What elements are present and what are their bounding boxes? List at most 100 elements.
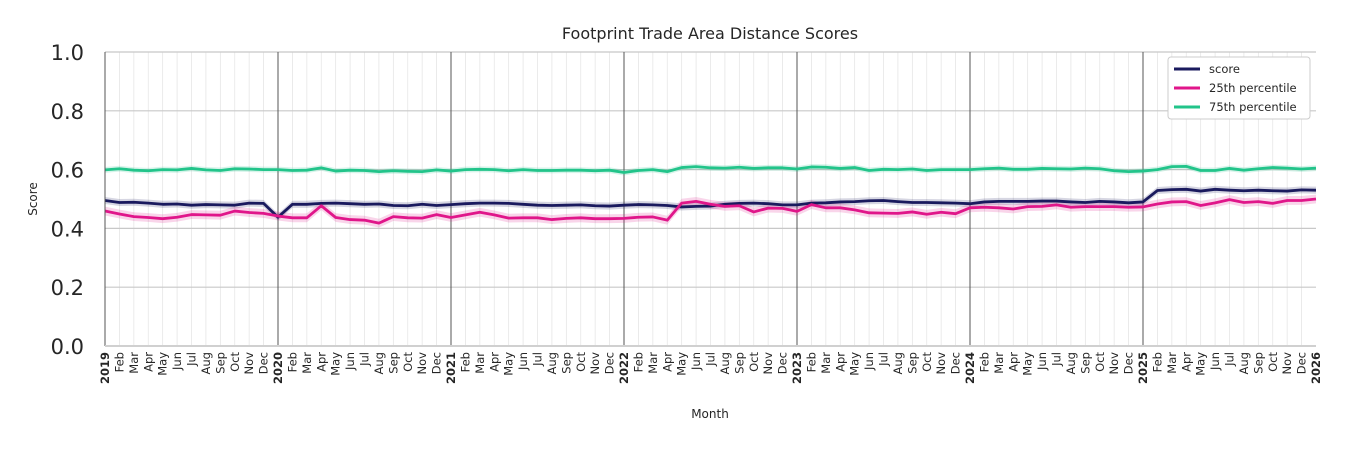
x-tick-month-label: Dec <box>257 352 271 374</box>
x-tick-month-label: Oct <box>574 352 588 372</box>
x-tick-month-label: Apr <box>314 352 328 372</box>
x-tick-month-label: Jul <box>531 352 545 367</box>
x-tick-month-label: Nov <box>934 352 948 375</box>
x-tick-month-label: Dec <box>776 352 790 374</box>
x-tick-month-label: Jun <box>689 352 703 371</box>
x-tick-month-label: Oct <box>228 352 242 372</box>
x-tick-month-label: Aug <box>1237 352 1251 374</box>
x-tick-month-label: Nov <box>242 352 256 375</box>
x-tick-month-label: Jul <box>704 352 718 367</box>
x-tick-month-label: Jul <box>358 352 372 367</box>
x-tick-month-label: Mar <box>819 352 833 374</box>
chart-title: Footprint Trade Area Distance Scores <box>562 24 858 43</box>
x-tick-month-label: Aug <box>372 352 386 374</box>
x-tick-month-label: Dec <box>1122 352 1136 374</box>
x-tick-month-label: May <box>675 352 689 376</box>
x-tick-month-label: Mar <box>300 352 314 374</box>
x-tick-month-label: May <box>502 352 516 376</box>
y-tick-label: 0.8 <box>51 100 84 124</box>
x-tick-month-label: Sep <box>213 352 227 374</box>
x-tick-year-label: 2026 <box>1309 352 1323 384</box>
year-gridlines <box>277 52 1144 346</box>
x-tick-year-label: 2025 <box>1136 352 1150 384</box>
x-tick-month-label: Oct <box>747 352 761 372</box>
x-tick-month-label: Mar <box>1165 352 1179 374</box>
series-lines <box>104 164 1317 225</box>
x-tick-year-label: 2023 <box>790 352 804 384</box>
y-tick-label: 0.0 <box>51 335 84 359</box>
ci-band <box>105 194 1316 228</box>
x-tick-month-label: Oct <box>1093 352 1107 372</box>
x-tick-month-label: Oct <box>920 352 934 372</box>
y-tick-label: 0.6 <box>51 159 84 183</box>
x-tick-month-label: Jul <box>1223 352 1237 367</box>
x-tick-month-label: Mar <box>646 352 660 374</box>
x-tick-month-label: May <box>1021 352 1035 376</box>
x-tick-month-label: Aug <box>891 352 905 374</box>
x-tick-month-label: Jun <box>862 352 876 371</box>
legend-label: score <box>1209 62 1240 76</box>
x-tick-month-label: Nov <box>1107 352 1121 375</box>
series-line <box>104 187 1317 219</box>
x-tick-month-label: Feb <box>631 352 645 372</box>
x-tick-month-label: Feb <box>458 352 472 372</box>
x-tick-month-label: Feb <box>1150 352 1164 372</box>
x-tick-month-label: Nov <box>761 352 775 375</box>
x-tick-month-label: May <box>156 352 170 376</box>
x-tick-month-label: Apr <box>833 352 847 372</box>
x-tick-month-label: Feb <box>977 352 991 372</box>
x-tick-month-label: Dec <box>949 352 963 374</box>
y-tick-label: 1.0 <box>51 41 84 65</box>
x-tick-month-label: Apr <box>660 352 674 372</box>
x-tick-month-label: Oct <box>401 352 415 372</box>
x-tick-month-label: Jun <box>1035 352 1049 371</box>
y-tick-label: 0.4 <box>51 217 84 241</box>
x-tick-month-label: Apr <box>1006 352 1020 372</box>
x-tick-year-label: 2021 <box>444 352 458 384</box>
x-tick-month-label: Jul <box>877 352 891 367</box>
x-tick-labels: 2019 Feb Mar Apr May Jun Jul Aug Sep Oct Nov Dec 202… <box>98 352 1323 384</box>
x-tick-month-label: Jun <box>170 352 184 371</box>
x-tick-month-label: Nov <box>415 352 429 375</box>
x-tick-month-label: Sep <box>905 352 919 374</box>
x-axis-label: Month <box>691 407 729 421</box>
x-tick-month-label: May <box>1194 352 1208 376</box>
minor-gridlines <box>119 52 1302 346</box>
x-tick-month-label: Feb <box>112 352 126 372</box>
x-tick-month-label: Sep <box>1251 352 1265 374</box>
x-tick-month-label: Dec <box>1295 352 1309 374</box>
y-axis-label: Score <box>26 182 40 216</box>
x-tick-month-label: Apr <box>141 352 155 372</box>
axes <box>104 52 1316 347</box>
x-tick-month-label: Jun <box>343 352 357 371</box>
x-tick-month-label: Mar <box>127 352 141 374</box>
y-tick-label: 0.2 <box>51 276 84 300</box>
legend-label: 75th percentile <box>1209 100 1297 114</box>
x-tick-month-label: Jul <box>185 352 199 367</box>
x-tick-month-label: Jul <box>1050 352 1064 367</box>
x-tick-month-label: May <box>848 352 862 376</box>
x-tick-month-label: Dec <box>430 352 444 374</box>
x-tick-month-label: Nov <box>1280 352 1294 375</box>
series-line <box>104 164 1317 174</box>
y-tick-labels: 0.0 0.2 0.4 0.6 0.8 1.0 <box>51 41 84 359</box>
x-tick-month-label: May <box>329 352 343 376</box>
x-tick-month-label: Sep <box>386 352 400 374</box>
x-tick-month-label: Sep <box>559 352 573 374</box>
x-tick-month-label: Feb <box>804 352 818 372</box>
x-tick-month-label: Aug <box>199 352 213 374</box>
x-tick-month-label: Sep <box>732 352 746 374</box>
x-tick-month-label: Aug <box>718 352 732 374</box>
x-tick-month-label: Aug <box>545 352 559 374</box>
x-tick-month-label: Jun <box>1208 352 1222 371</box>
x-tick-month-label: Aug <box>1064 352 1078 374</box>
x-tick-month-label: Dec <box>603 352 617 374</box>
series-line <box>104 197 1317 225</box>
x-tick-month-label: Oct <box>1266 352 1280 372</box>
x-tick-month-label: Feb <box>285 352 299 372</box>
x-tick-month-label: Nov <box>588 352 602 375</box>
x-tick-month-label: Apr <box>1179 352 1193 372</box>
legend-label: 25th percentile <box>1209 81 1297 95</box>
legend: score 25th percentile 75th percentile <box>1167 56 1311 120</box>
